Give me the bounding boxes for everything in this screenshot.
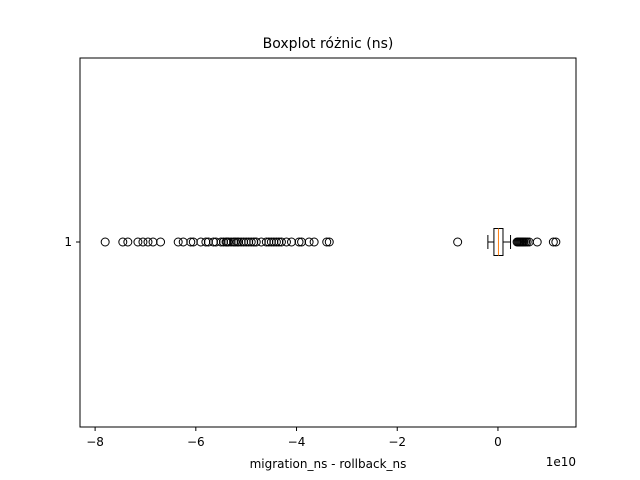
outlier-point	[271, 237, 281, 247]
outlier-point	[294, 237, 304, 247]
outlier-point	[148, 237, 158, 247]
plot-frame	[79, 57, 577, 428]
outlier-point	[156, 237, 166, 247]
chart-title: Boxplot różnic (ns)	[263, 36, 394, 52]
outlier-point	[281, 237, 291, 247]
x-axis-label: migration_ns - rollback_ns	[250, 457, 407, 471]
outlier-point	[322, 237, 332, 247]
x-tick-label: −4	[288, 435, 306, 449]
x-tick-label: −8	[86, 435, 104, 449]
outlier-point	[304, 237, 314, 247]
outlier-point	[453, 237, 463, 247]
outlier-point	[276, 237, 286, 247]
outlier-point	[118, 237, 128, 247]
outlier-point	[138, 237, 148, 247]
x-offset-text: 1e10	[546, 455, 576, 469]
outlier-point	[286, 237, 296, 247]
x-tick-label: 0	[494, 435, 502, 449]
outlier-point	[186, 237, 196, 247]
outlier-point	[251, 237, 261, 247]
outlier-point	[532, 237, 542, 247]
outlier-point	[548, 237, 558, 247]
outlier-point	[324, 237, 334, 247]
outlier-point	[133, 237, 143, 247]
plot-area	[79, 57, 577, 428]
outlier-point	[178, 237, 188, 247]
outlier-point	[246, 237, 256, 247]
outlier-point	[143, 237, 153, 247]
x-tick-label: −2	[388, 435, 406, 449]
outlier-point	[224, 237, 234, 247]
outlier-point	[551, 237, 561, 247]
outlier-point	[100, 237, 110, 247]
x-tick-label: −6	[187, 435, 205, 449]
outlier-point	[309, 237, 319, 247]
outlier-point	[123, 237, 133, 247]
y-tick-label: 1	[64, 235, 72, 249]
axis-ticks: −8 −6 −4 −2 0 1	[64, 235, 501, 449]
outlier-point	[173, 237, 183, 247]
